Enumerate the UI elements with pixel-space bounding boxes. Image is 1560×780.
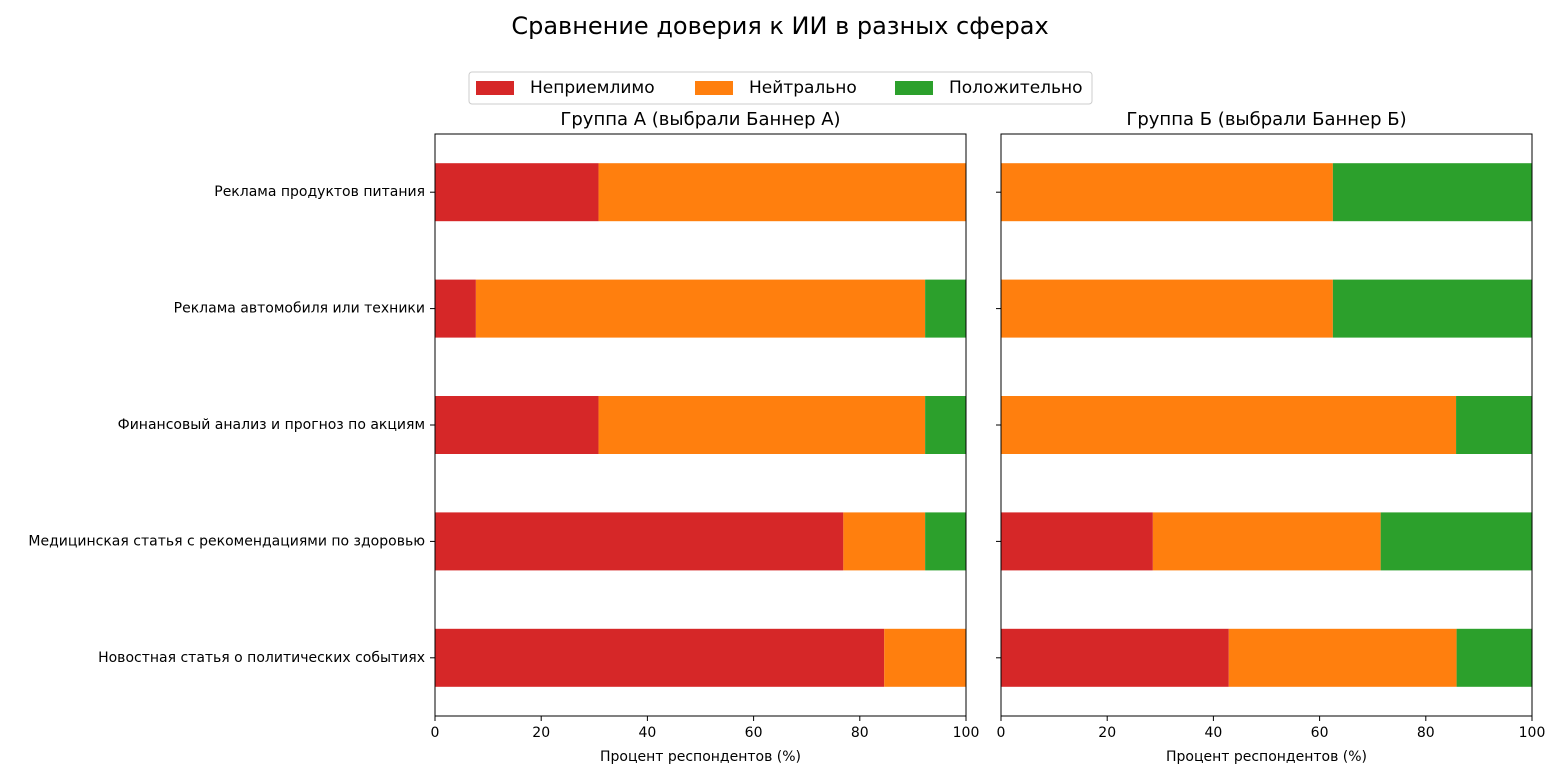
legend-swatch <box>476 81 514 95</box>
bar-segment <box>1152 512 1381 571</box>
y-tick-label: Новостная статья о политических событиях <box>98 650 425 666</box>
bar-segment <box>925 396 966 454</box>
bar-segment <box>435 628 885 687</box>
bar-segment <box>435 163 599 222</box>
x-tick-label: 40 <box>638 725 656 741</box>
x-tick-label: 80 <box>1417 725 1435 741</box>
bar-segment <box>1332 163 1532 222</box>
bar-segment <box>1001 628 1229 687</box>
bar-segment <box>1001 163 1333 222</box>
x-tick-label: 0 <box>997 725 1006 741</box>
y-tick-label: Медицинская статья с рекомендациями по з… <box>28 533 425 549</box>
axes-frame <box>434 133 967 717</box>
bar-segment <box>1332 279 1532 338</box>
bar-segment <box>435 396 599 454</box>
bar-segment <box>925 279 966 338</box>
x-tick-label: 100 <box>1519 725 1546 741</box>
bar-segment <box>925 512 966 571</box>
y-tick-label: Реклама продуктов питания <box>214 184 425 200</box>
subplot-title: Группа Б (выбрали Баннер Б) <box>1126 109 1406 130</box>
bar-segment <box>1001 512 1153 571</box>
subplot-title: Группа А (выбрали Баннер А) <box>560 109 840 130</box>
x-axis-label: Процент респондентов (%) <box>1166 749 1367 765</box>
y-tick-label: Финансовый анализ и прогноз по акциям <box>118 417 425 433</box>
bar-segment <box>1456 396 1532 454</box>
bar-segment <box>1380 512 1533 571</box>
bar-segment <box>435 512 844 571</box>
axes-frame <box>1000 133 1533 717</box>
x-axis-label: Процент респондентов (%) <box>600 749 801 765</box>
bar-segment <box>884 628 966 687</box>
legend-label: Неприемлимо <box>530 78 655 98</box>
legend-label: Положительно <box>949 78 1083 98</box>
bar-segment <box>1228 628 1457 687</box>
bar-segment <box>598 396 926 454</box>
x-tick-label: 60 <box>1311 725 1329 741</box>
bar-segment <box>435 279 476 338</box>
chart-title: Сравнение доверия к ИИ в разных сферах <box>511 12 1048 40</box>
bar-segment <box>1001 396 1457 454</box>
legend-box <box>468 71 1093 105</box>
bar-segment <box>1456 628 1533 687</box>
x-tick-label: 0 <box>431 725 440 741</box>
x-tick-label: 100 <box>953 725 980 741</box>
x-tick-label: 60 <box>745 725 763 741</box>
x-tick-label: 20 <box>532 725 550 741</box>
x-tick-label: 80 <box>851 725 869 741</box>
legend-swatch <box>895 81 933 95</box>
y-tick-label: Реклама автомобиля или техники <box>174 301 425 317</box>
legend-swatch <box>695 81 733 95</box>
bar-segment <box>1001 279 1333 338</box>
legend-label: Нейтрально <box>749 78 857 98</box>
x-tick-label: 40 <box>1204 725 1222 741</box>
bar-segment <box>843 512 926 571</box>
x-tick-label: 20 <box>1098 725 1116 741</box>
bar-segment <box>598 163 966 222</box>
bar-segment <box>475 279 926 338</box>
